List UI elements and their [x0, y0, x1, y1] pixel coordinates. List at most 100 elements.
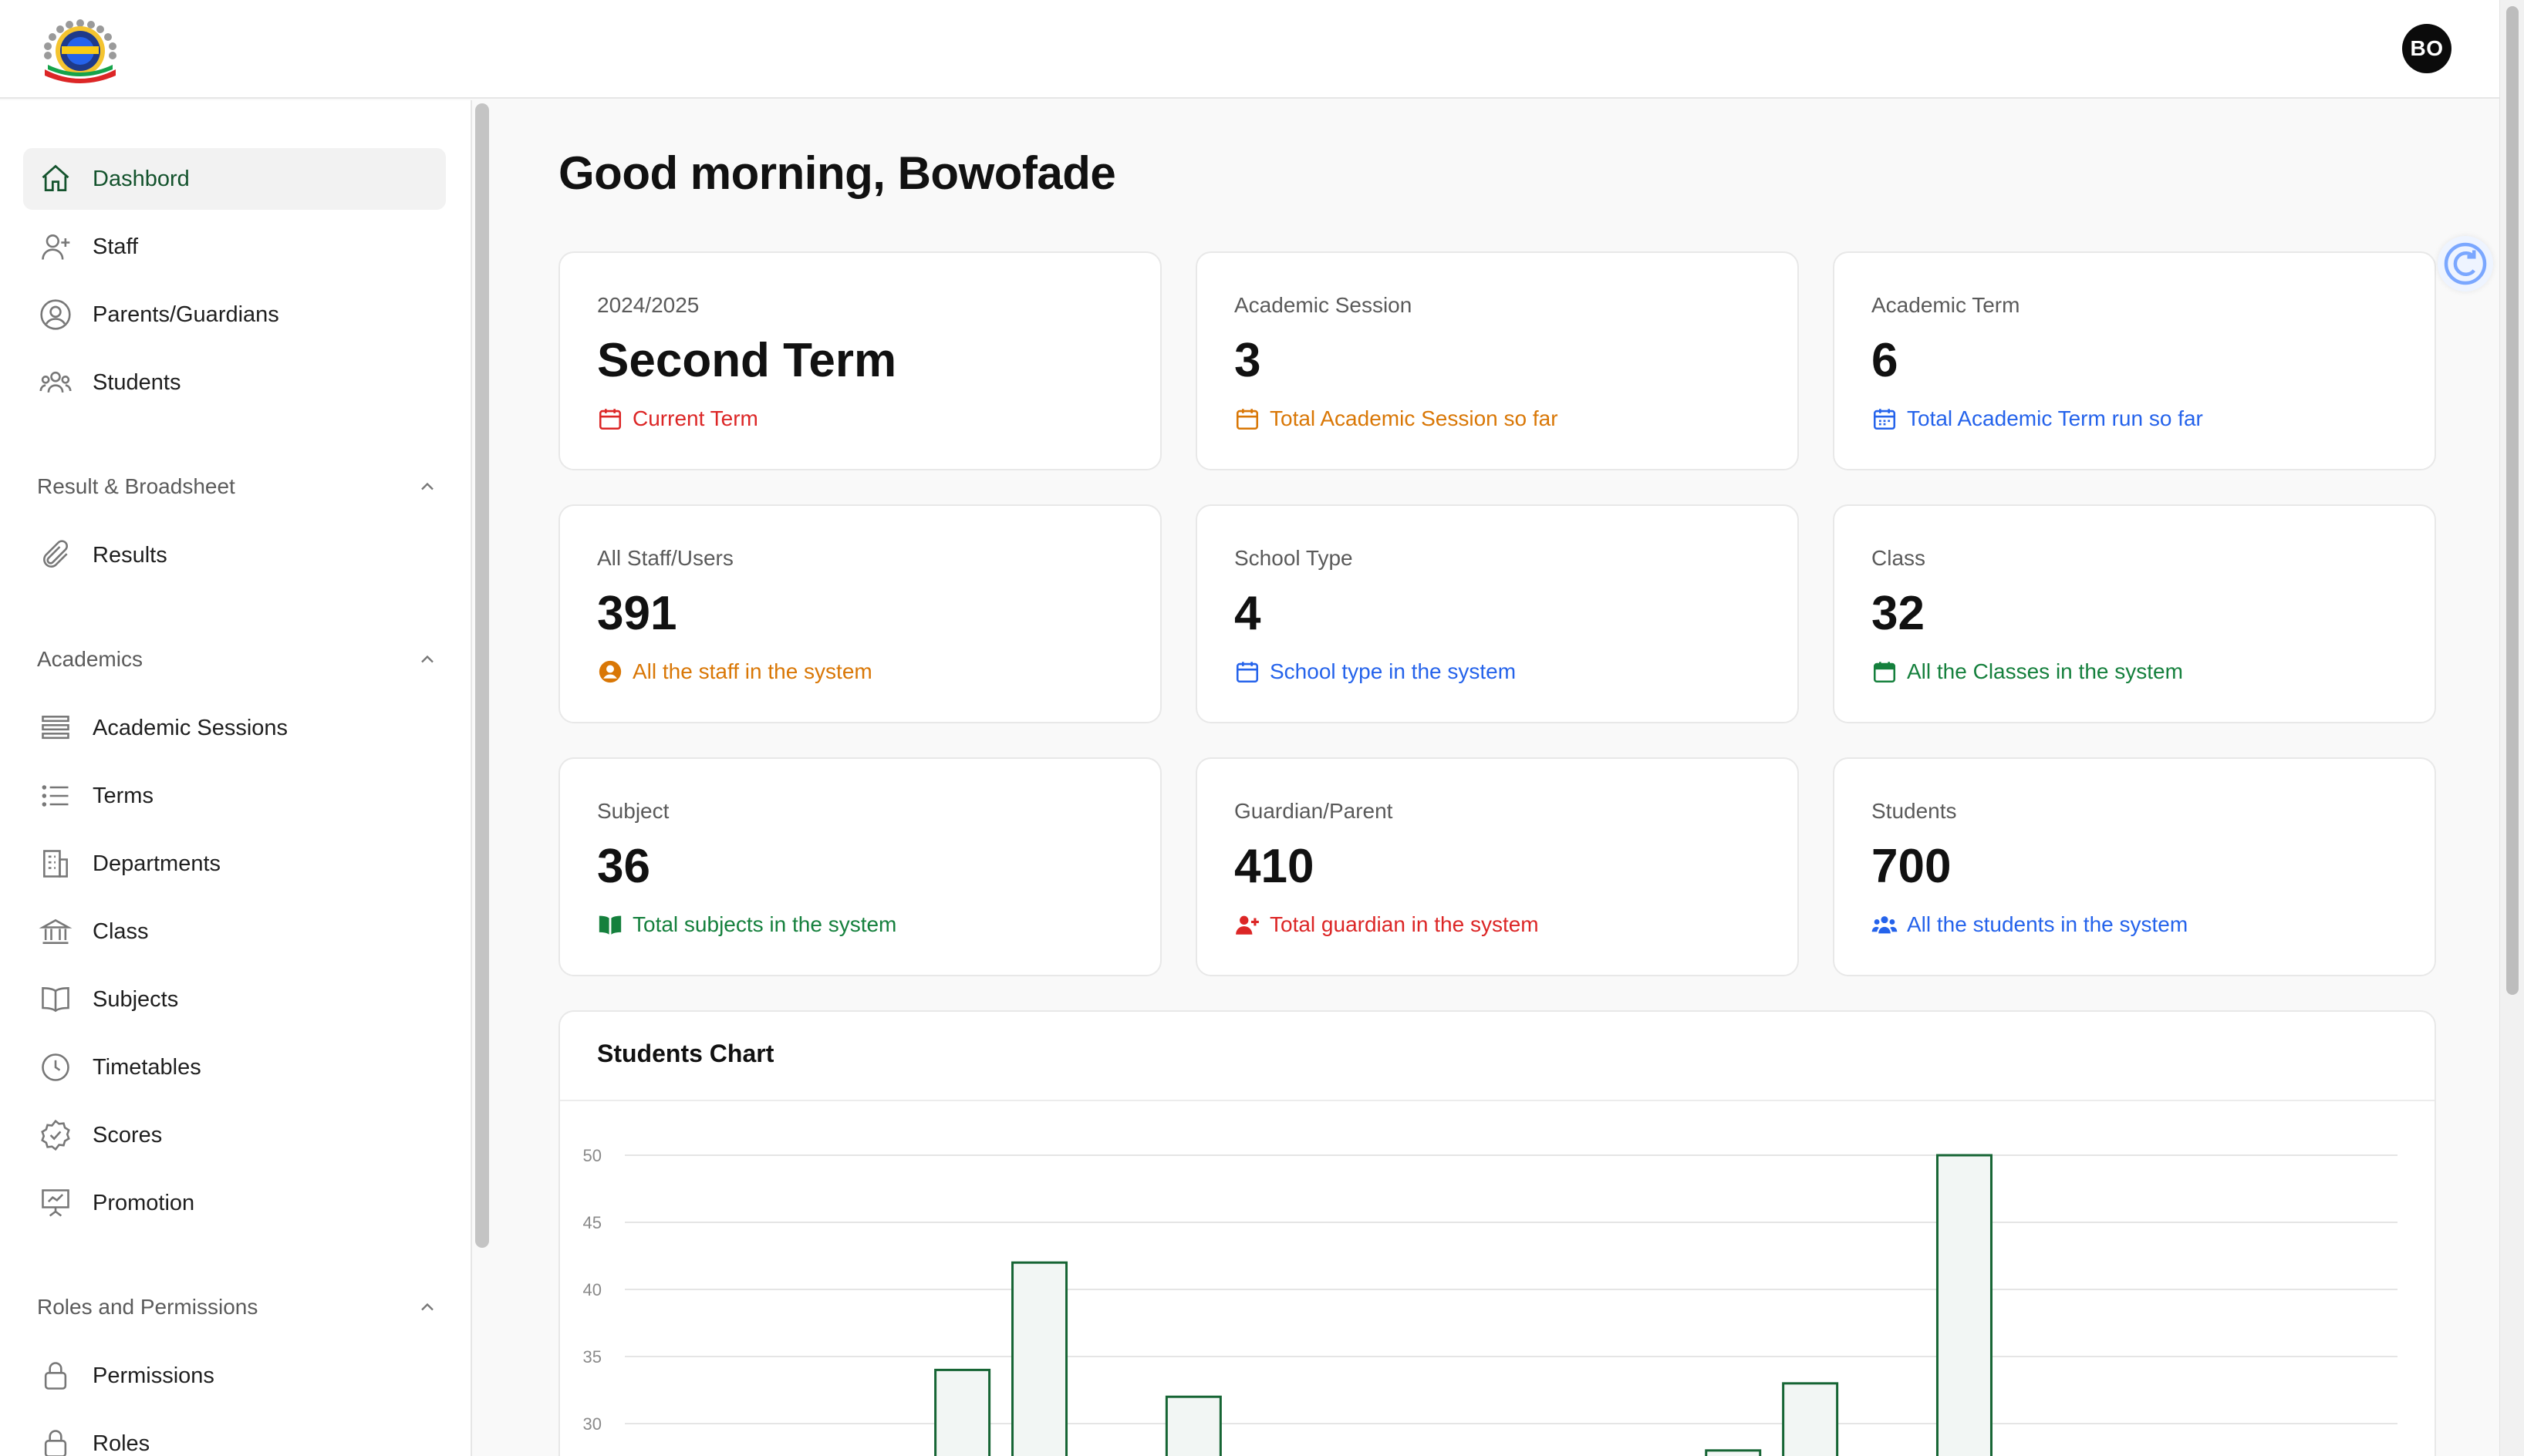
sidebar-item-label: Parents/Guardians: [93, 302, 279, 327]
card-value: 391: [597, 587, 677, 640]
stack-icon: [39, 711, 73, 745]
chart-bar[interactable]: [1782, 1382, 1839, 1456]
lock-icon: [39, 1359, 73, 1393]
user-plus-icon: [1236, 915, 1259, 935]
card-caption: All the staff in the system: [597, 659, 872, 685]
card-label: All Staff/Users: [597, 546, 734, 570]
calendar-icon: [1236, 662, 1259, 683]
sidebar-item-terms[interactable]: Terms: [23, 765, 446, 827]
section-roles-permissions[interactable]: Roles and Permissions: [37, 1288, 438, 1326]
card-caption: Total Academic Session so far: [1234, 406, 1558, 432]
card-caption-text: Current Term: [633, 406, 758, 430]
card-value: 700: [1871, 840, 1952, 893]
section-title-label: Result & Broadsheet: [37, 474, 235, 498]
chart-y-tick-label: 45: [583, 1213, 602, 1232]
sidebar-item-subjects[interactable]: Subjects: [23, 969, 446, 1030]
card-caption-text: School type in the system: [1270, 659, 1517, 683]
sidebar-item-label: Academic Sessions: [93, 715, 289, 740]
floating-assistant-button[interactable]: [2438, 236, 2493, 292]
page-scrollbar-thumb[interactable]: [2506, 6, 2519, 995]
calendar-icon: [1873, 662, 1896, 683]
sidebar-item-label: Promotion: [93, 1190, 195, 1215]
card-current-term: 2024/2025 Second Term Current Term: [558, 251, 1162, 470]
card-caption: All the Classes in the system: [1871, 659, 2183, 685]
sidebar-item-label: Subjects: [93, 986, 179, 1012]
sidebar-item-class[interactable]: Class: [23, 901, 446, 962]
chart-bar[interactable]: [1935, 1154, 1993, 1456]
refresh-circle-icon: [2444, 242, 2487, 285]
chart-bar[interactable]: [1165, 1395, 1222, 1456]
paperclip-icon: [39, 538, 73, 572]
card-value: 410: [1234, 840, 1314, 893]
card-label: 2024/2025: [597, 293, 700, 317]
home-icon: [39, 162, 73, 196]
sidebar-item-scores[interactable]: Scores: [23, 1104, 446, 1166]
chevron-up-icon: [421, 655, 434, 663]
chevron-up-icon: [421, 482, 434, 490]
sidebar-item-permissions[interactable]: Permissions: [23, 1345, 446, 1407]
calendar-icon: [1236, 409, 1259, 430]
sidebar-item-parents[interactable]: Parents/Guardians: [23, 284, 446, 345]
page-scrollbar[interactable]: [2499, 0, 2524, 1456]
sidebar-item-roles[interactable]: Roles: [23, 1413, 446, 1456]
sidebar-item-timetables[interactable]: Timetables: [23, 1036, 446, 1098]
card-class: Class 32 All the Classes in the system: [1833, 504, 2436, 723]
lock-icon: [39, 1427, 73, 1456]
card-caption: Current Term: [597, 406, 758, 432]
sidebar-item-results[interactable]: Results: [23, 524, 446, 586]
card-label: Students: [1871, 799, 1957, 823]
section-result-broadsheet[interactable]: Result & Broadsheet: [37, 467, 438, 506]
calendar-days-icon: [1873, 409, 1896, 430]
sidebar-item-label: Departments: [93, 851, 221, 876]
chart-bar[interactable]: [1011, 1261, 1068, 1456]
card-caption-text: All the students in the system: [1907, 912, 2188, 936]
sidebar: [0, 100, 472, 1456]
sidebar-item-label: Students: [93, 369, 181, 395]
section-title-label: Academics: [37, 647, 143, 671]
chart-y-tick-label: 35: [583, 1347, 602, 1367]
sidebar-item-promotion[interactable]: Promotion: [23, 1172, 446, 1234]
card-label: Academic Session: [1234, 293, 1412, 317]
card-caption-text: Total Academic Term run so far: [1907, 406, 2203, 430]
book-open-icon: [599, 915, 622, 935]
user-plus-icon: [39, 230, 73, 264]
sidebar-item-academic-sessions[interactable]: Academic Sessions: [23, 697, 446, 759]
users-group-icon: [1871, 916, 1898, 934]
school-logo[interactable]: [37, 14, 123, 85]
chart-bar[interactable]: [934, 1368, 991, 1456]
card-label: Subject: [597, 799, 670, 823]
sidebar-item-label: Scores: [93, 1122, 163, 1148]
sidebar-item-staff[interactable]: Staff: [23, 216, 446, 278]
user-avatar[interactable]: BO: [2402, 24, 2451, 73]
card-caption-text: All the Classes in the system: [1907, 659, 2183, 683]
card-school-type: School Type 4 School type in the system: [1196, 504, 1799, 723]
check-badge-icon: [39, 1118, 73, 1152]
calendar-icon: [599, 409, 622, 430]
book-icon: [39, 982, 73, 1016]
sidebar-item-label: Terms: [93, 783, 154, 808]
section-academics[interactable]: Academics: [37, 640, 438, 679]
sidebar-item-label: Results: [93, 542, 167, 568]
card-caption: Total Academic Term run so far: [1871, 406, 2203, 432]
card-value: 3: [1234, 334, 1261, 387]
chart-bar[interactable]: [1705, 1449, 1762, 1456]
sidebar-item-label: Class: [93, 918, 149, 944]
list-icon: [39, 779, 73, 813]
card-value: 36: [597, 840, 650, 893]
sidebar-item-dashboard[interactable]: Dashbord: [23, 148, 446, 210]
card-label: School Type: [1234, 546, 1353, 570]
sidebar-item-students[interactable]: Students: [23, 352, 446, 413]
chevron-up-icon: [421, 1303, 434, 1311]
school-logo-icon: [44, 19, 116, 83]
sidebar-item-label: Timetables: [93, 1054, 201, 1080]
card-label: Academic Term: [1871, 293, 2020, 317]
card-caption-text: All the staff in the system: [633, 659, 872, 683]
card-value: 4: [1234, 587, 1261, 640]
sidebar-item-departments[interactable]: Departments: [23, 833, 446, 895]
building-icon: [39, 847, 73, 881]
card-value: 32: [1871, 587, 1925, 640]
card-value: Second Term: [597, 334, 897, 387]
sidebar-scrollbar-thumb[interactable]: [475, 103, 489, 1248]
card-academic-session: Academic Session 3 Total Academic Sessio…: [1196, 251, 1799, 470]
